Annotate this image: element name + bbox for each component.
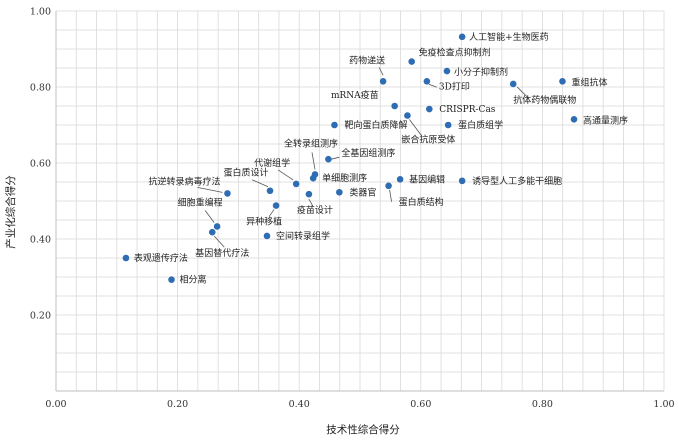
data-point-label: 抗逆转录病毒疗法 bbox=[148, 175, 220, 187]
data-point-label: 靶向蛋白质降解 bbox=[344, 119, 407, 131]
data-point-label: 小分子抑制剂 bbox=[454, 66, 508, 78]
x-tick-label: 0.80 bbox=[532, 399, 553, 410]
data-point-label: 重组抗体 bbox=[571, 76, 607, 88]
data-point-label: 空间转录组学 bbox=[276, 230, 330, 242]
data-point bbox=[208, 228, 216, 236]
label-leader-line bbox=[378, 67, 384, 76]
data-point-label: 类器官 bbox=[349, 186, 376, 198]
data-point-label: 蛋白质结构 bbox=[399, 196, 444, 208]
data-point-label: 基因替代疗法 bbox=[195, 247, 249, 259]
point-layer bbox=[122, 33, 578, 283]
data-point bbox=[404, 112, 411, 119]
data-point bbox=[408, 58, 415, 65]
data-point bbox=[305, 190, 313, 198]
data-point bbox=[426, 105, 433, 113]
x-tick-label: 1.00 bbox=[653, 399, 674, 410]
data-point-label: 单细胞测序 bbox=[322, 172, 367, 184]
leader-layer bbox=[197, 67, 528, 248]
data-point-label: 相分离 bbox=[180, 274, 207, 286]
x-axis-title: 技术性综合得分 bbox=[326, 423, 400, 436]
label-leader-line bbox=[308, 198, 314, 207]
data-point bbox=[385, 182, 392, 190]
data-point-label: 诱导型人工多能干细胞 bbox=[472, 175, 562, 187]
data-point-label: 免疫检查点抑制剂 bbox=[419, 47, 491, 59]
data-point-label: CRISPR-Cas bbox=[439, 105, 496, 115]
data-point-label: mRNA疫苗 bbox=[331, 89, 379, 101]
x-tick-label: 0.40 bbox=[289, 399, 310, 410]
data-point bbox=[458, 177, 466, 185]
data-point bbox=[336, 188, 343, 196]
y-tick-label: 0.60 bbox=[30, 159, 51, 170]
data-point-label: 药物递送 bbox=[349, 54, 385, 66]
data-point-label: 人工智能+生物医药 bbox=[469, 31, 549, 43]
data-point-label: 嵌合抗原受体 bbox=[401, 134, 455, 146]
data-point bbox=[379, 78, 387, 85]
data-point bbox=[266, 187, 274, 195]
x-tick-label: 0.20 bbox=[167, 399, 188, 410]
y-tick-label: 0.20 bbox=[30, 311, 51, 322]
data-point bbox=[391, 102, 398, 110]
x-tick-label: 0.00 bbox=[45, 399, 66, 410]
data-point-label: 异种移植 bbox=[246, 216, 282, 228]
data-point-label: 基因编辑 bbox=[409, 173, 445, 185]
data-point bbox=[122, 254, 130, 262]
data-point bbox=[309, 174, 317, 182]
data-point-label: 代谢组学 bbox=[254, 157, 290, 169]
data-point-label: 全转录组测序 bbox=[284, 137, 338, 149]
y-tick-label: 0.40 bbox=[30, 235, 51, 246]
data-point-label: 表观遗传疗法 bbox=[134, 252, 188, 264]
data-point bbox=[325, 155, 332, 163]
label-leader-line bbox=[251, 179, 269, 188]
y-tick-label: 1.00 bbox=[30, 7, 51, 18]
label-leader-line bbox=[204, 210, 215, 223]
grid-layer bbox=[55, 10, 665, 392]
data-point-label: 3D打印 bbox=[439, 80, 470, 92]
data-point-label: 高通量测序 bbox=[583, 114, 628, 126]
data-point bbox=[423, 78, 431, 85]
data-point bbox=[272, 202, 280, 209]
data-point-label: 蛋白质组学 bbox=[458, 119, 503, 131]
label-leader-line bbox=[409, 119, 422, 136]
label-leader-line bbox=[389, 189, 392, 202]
data-point-label: 细胞重编程 bbox=[178, 196, 223, 208]
y-axis-title: 产业化综合得分 bbox=[4, 175, 17, 249]
label-leader-line bbox=[311, 152, 316, 170]
data-point bbox=[509, 80, 517, 88]
data-point-label: 全基因组测序 bbox=[341, 147, 395, 159]
axes-layer: 0.00 0.20 0.40 0.60 0.80 1.00 0.20 0.40 0.60 0.80… bbox=[30, 7, 675, 411]
data-point-label: 蛋白质设计 bbox=[224, 167, 269, 179]
data-point bbox=[168, 276, 175, 283]
data-point bbox=[443, 67, 451, 75]
data-point bbox=[444, 121, 452, 129]
data-point bbox=[263, 232, 271, 240]
label-leader-line bbox=[277, 169, 294, 181]
label-leader-line bbox=[516, 86, 528, 98]
data-point bbox=[559, 78, 566, 85]
label-leader-line bbox=[213, 235, 225, 248]
data-point bbox=[396, 176, 404, 183]
data-point-label: 疫苗设计 bbox=[297, 204, 333, 216]
x-tick-label: 0.60 bbox=[410, 399, 431, 410]
data-point bbox=[292, 180, 300, 188]
data-point bbox=[458, 33, 466, 41]
data-point-label: 抗体药物偶联物 bbox=[513, 94, 576, 106]
label-leader-line bbox=[331, 156, 340, 160]
data-point bbox=[224, 190, 231, 197]
data-point bbox=[213, 223, 221, 230]
y-tick-label: 0.80 bbox=[30, 83, 51, 94]
label-leader-line bbox=[428, 83, 438, 88]
label-leader-line bbox=[268, 209, 275, 217]
data-point bbox=[331, 121, 338, 129]
data-point bbox=[570, 116, 578, 123]
label-leader-line bbox=[197, 187, 223, 193]
